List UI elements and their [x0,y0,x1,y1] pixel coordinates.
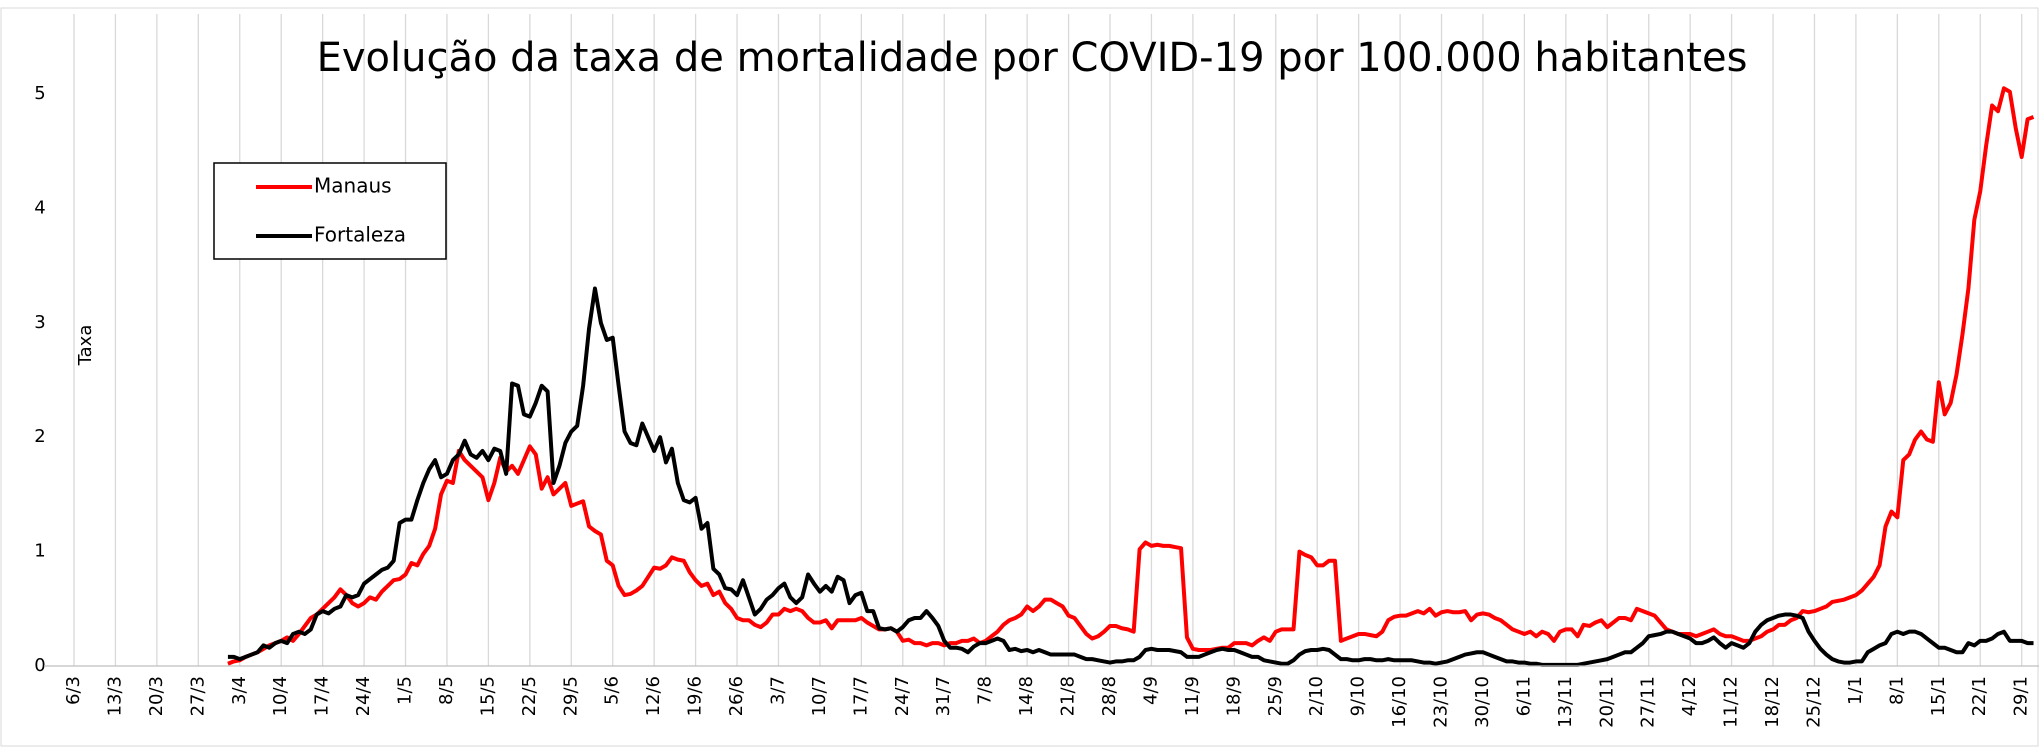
x-tick-label: 18/12 [1762,676,1783,728]
chart-title: Evolução da taxa de mortalidade por COVI… [317,35,1748,81]
x-tick-label: 10/7 [809,676,830,716]
x-tick-label: 22/5 [519,676,540,716]
x-tick-label: 22/1 [1969,676,1990,716]
x-tick-label: 17/4 [312,676,333,716]
x-tick-label: 9/10 [1348,676,1369,716]
x-tick-label: 4/12 [1679,676,1700,716]
y-tick-label: 5 [34,83,45,104]
x-tick-label: 4/9 [1140,676,1161,705]
x-tick-label: 12/6 [643,676,664,716]
x-tick-label: 31/7 [933,676,954,716]
y-axis-label: Taxa [75,325,96,367]
x-tick-label: 2/10 [1306,676,1327,716]
lines [227,86,2035,667]
x-tick-label: 20/11 [1596,676,1617,728]
x-tick-label: 11/9 [1182,676,1203,716]
x-tick-label: 8/5 [436,676,457,705]
x-tick-label: 26/6 [726,676,747,716]
x-tick-label: 15/1 [1928,676,1949,716]
x-tick-label: 16/10 [1389,676,1410,728]
x-tick-label: 21/8 [1058,676,1079,716]
x-tick-label: 1/1 [1845,676,1866,705]
y-tick-label: 0 [34,655,45,676]
x-tick-label: 6/11 [1513,676,1534,716]
y-tick-label: 3 [34,312,45,333]
x-tick-label: 20/3 [146,676,167,716]
x-tick-label: 19/6 [685,676,706,716]
x-tick-label: 30/10 [1472,676,1493,728]
x-tick-label: 18/9 [1223,676,1244,716]
x-tick-label: 10/4 [270,676,291,716]
x-tick-label: 25/12 [1803,676,1824,728]
x-tick-label: 17/7 [850,676,871,716]
x-tick-label: 3/7 [767,676,788,705]
x-tick-label: 1/5 [395,676,416,705]
x-tick-label: 14/8 [1016,676,1037,716]
x-tick-label: 8/1 [1886,676,1907,705]
x-tick-label: 23/10 [1431,676,1452,728]
x-tick-label: 5/6 [602,676,623,705]
legend: Manaus Fortaleza [213,162,447,260]
x-tick-label: 7/8 [975,676,996,705]
y-tick-label: 2 [34,426,45,447]
series-line [227,286,2034,667]
x-tick-label: 24/4 [353,676,374,716]
x-tick-label: 27/3 [187,676,208,716]
x-tick-label: 3/4 [229,676,250,705]
x-tick-label: 29/1 [2011,676,2032,716]
x-tick-label: 24/7 [892,676,913,716]
legend-box [213,162,447,260]
x-tick-label: 28/8 [1099,676,1120,716]
x-tick-label: 13/3 [104,676,125,716]
series-line [227,86,2035,666]
y-tick-label: 1 [34,541,45,562]
x-tick-label: 6/3 [63,676,84,705]
x-tick-label: 15/5 [477,676,498,716]
x-tick-label: 25/9 [1265,676,1286,716]
grid [73,14,2023,666]
x-tick-label: 11/12 [1721,676,1742,728]
legend-label: Manaus [314,174,392,198]
x-tick-label: 29/5 [560,676,581,716]
legend-label: Fortaleza [314,223,406,247]
y-tick-label: 4 [34,197,45,218]
x-tick-label: 27/11 [1638,676,1659,728]
x-tick-label: 13/11 [1555,676,1576,728]
chart-border [0,7,2039,747]
